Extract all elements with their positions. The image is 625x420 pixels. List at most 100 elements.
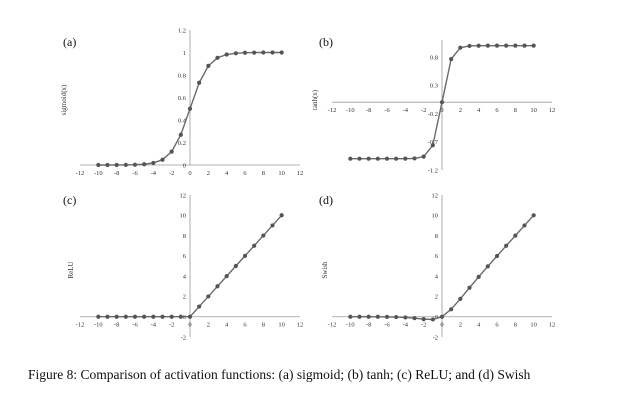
x-tick-label: 2 [459, 107, 462, 114]
y-tick-label: 0.6 [178, 95, 187, 102]
x-tick-label: -10 [94, 170, 103, 177]
chart-panel-a: (a) sigmoid(x) -12 -10 -8 -6 -4 -2 0 2 4 6 8 10 12 0 0.2… [60, 27, 303, 177]
data-point [242, 50, 248, 55]
data-point [96, 162, 101, 168]
data-point [160, 157, 165, 162]
data-point [178, 314, 183, 319]
data-point [522, 223, 527, 228]
y-tick-label: -1.2 [428, 167, 438, 174]
data-point [403, 315, 408, 320]
x-tick-label: -2 [169, 170, 174, 177]
data-point [197, 304, 202, 309]
x-tick-label: 4 [225, 322, 229, 329]
x-tick-label: 0 [440, 322, 443, 329]
y-tick-label: 6 [435, 253, 439, 260]
x-tick-label: 10 [278, 322, 285, 329]
chart-panel-d: (d)Swish-12 -10 -8 -6 -4 -2 0 2 4 6 8 10 12-20246810… [319, 192, 555, 341]
x-tick-label: 10 [530, 107, 537, 114]
data-point [485, 264, 490, 269]
data-point [178, 132, 183, 137]
x-tick-label: -2 [421, 107, 426, 114]
x-tick-label: 2 [459, 322, 462, 329]
x-tick-label: -10 [346, 107, 355, 114]
y-axis-label: Swish [321, 261, 329, 279]
data-point [403, 156, 408, 161]
x-tick-label: -12 [328, 322, 337, 329]
data-point [513, 233, 518, 238]
data-point [160, 314, 165, 319]
data-point [142, 162, 147, 167]
data-point [279, 50, 284, 55]
x-tick-label: 4 [225, 170, 229, 177]
data-point [458, 296, 463, 301]
data-point [105, 314, 110, 319]
x-tick-label: -8 [114, 322, 119, 329]
data-point [348, 314, 353, 319]
y-tick-label: 6 [183, 253, 187, 260]
y-tick-label: 0.4 [178, 117, 187, 124]
y-axis-label: tanh(x) [311, 89, 319, 110]
x-tick-label: 0 [188, 170, 191, 177]
x-tick-label: -4 [403, 322, 409, 329]
data-point [151, 314, 156, 319]
y-tick-label: 1 [183, 50, 186, 57]
y-tick-label: 4 [435, 273, 439, 280]
x-tick-label: 8 [514, 322, 517, 329]
data-point [494, 43, 500, 48]
panel-label: (c) [63, 193, 76, 207]
data-point [270, 223, 275, 228]
data-point [252, 243, 257, 248]
x-tick-label: 12 [297, 322, 304, 329]
y-axis-label: sigmoid(x) [60, 84, 68, 115]
data-point [394, 314, 399, 320]
data-point [366, 156, 371, 161]
y-tick-label: 1.2 [178, 27, 186, 34]
data-point [132, 314, 138, 319]
y-tick-label: 10 [180, 213, 187, 220]
x-tick-label: -8 [366, 322, 371, 329]
x-tick-label: -2 [169, 322, 174, 329]
data-point [504, 243, 509, 248]
data-point [430, 143, 435, 148]
y-tick-label: 0 [183, 162, 186, 169]
data-point [261, 233, 266, 238]
data-point [467, 285, 472, 290]
data-point [279, 213, 284, 218]
data-point [206, 294, 211, 299]
data-point [270, 50, 275, 55]
data-point [439, 314, 445, 319]
data-point [522, 43, 527, 48]
data-point [467, 43, 472, 49]
data-point [421, 154, 426, 159]
x-tick-label: 8 [262, 322, 265, 329]
x-tick-label: 12 [549, 322, 556, 329]
data-point [421, 317, 426, 322]
data-point [476, 274, 481, 279]
y-tick-label: 2 [183, 294, 186, 301]
x-tick-label: 12 [297, 170, 304, 177]
x-tick-label: -8 [114, 170, 119, 177]
x-tick-label: 10 [278, 170, 285, 177]
data-point [123, 162, 128, 167]
data-point [252, 50, 257, 55]
data-point [430, 317, 435, 322]
y-tick-label: 12 [180, 192, 187, 199]
data-point [348, 156, 353, 161]
data-point [114, 162, 119, 168]
data-point [531, 213, 536, 218]
data-point [449, 307, 454, 312]
x-tick-label: -10 [346, 322, 355, 329]
y-axis-label: ReLU [67, 261, 75, 278]
panel-label: (a) [63, 35, 76, 49]
y-tick-label: 10 [432, 213, 439, 220]
data-point [169, 314, 174, 319]
x-tick-label: 10 [530, 322, 537, 329]
data-point [357, 314, 362, 319]
y-tick-label: 8 [435, 233, 438, 240]
data-point [504, 43, 509, 48]
x-tick-label: -4 [151, 322, 157, 329]
x-tick-label: -6 [384, 322, 390, 329]
x-tick-label: 8 [514, 107, 517, 114]
caption-text: Comparison of activation functions: (a) … [80, 367, 531, 382]
data-point [242, 253, 248, 258]
